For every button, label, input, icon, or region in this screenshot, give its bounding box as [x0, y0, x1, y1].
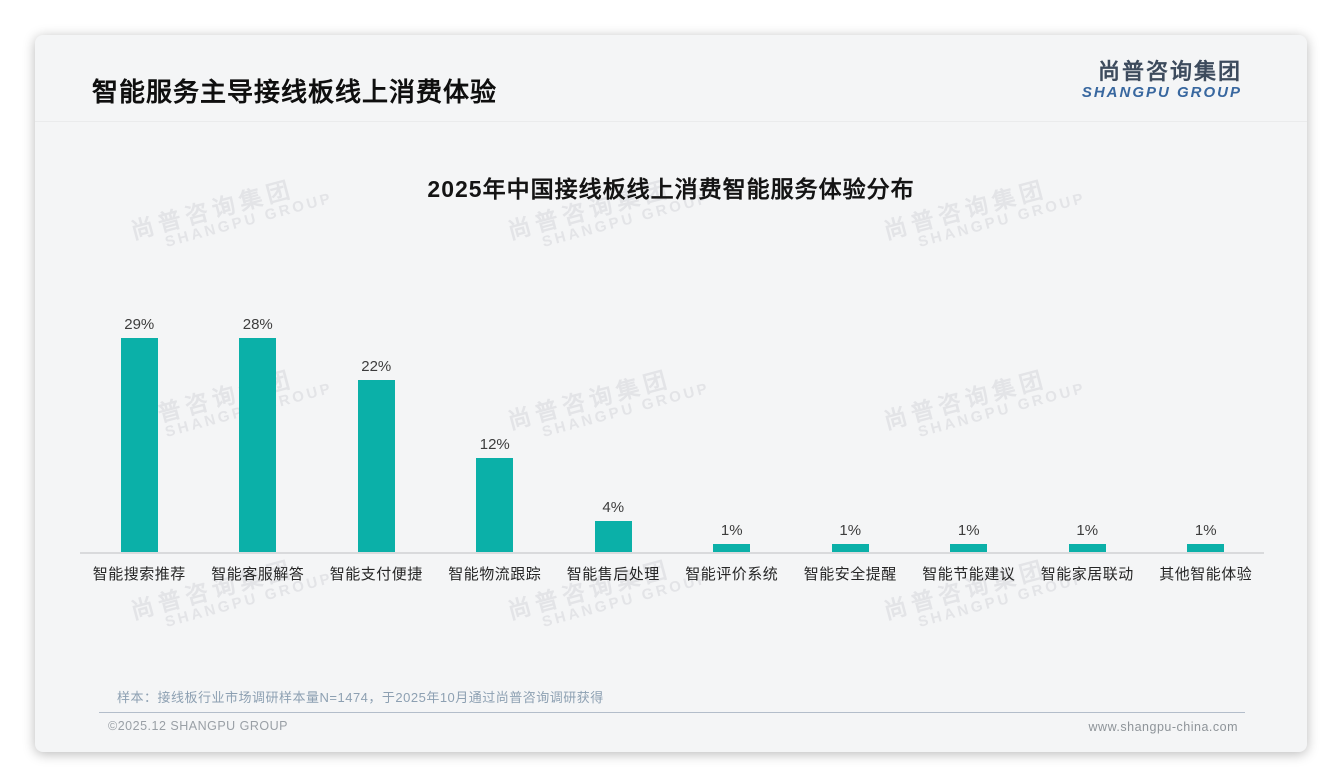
bar-value-label: 1%: [1194, 522, 1217, 539]
bar-value-label: 22%: [361, 358, 392, 375]
bar: [950, 544, 988, 552]
bar: [239, 338, 277, 552]
sample-footnote: 样本：接线板行业市场调研样本量N=1474，于2025年10月通过尚普咨询调研获…: [117, 690, 604, 705]
header-divider: [35, 121, 1307, 122]
x-axis-category-label: 智能支付便捷: [329, 566, 423, 583]
bar-column: 1%: [910, 316, 1029, 552]
x-axis-category-label: 智能安全提醒: [803, 566, 897, 583]
bar-value-label: 1%: [839, 522, 862, 539]
bar: [120, 338, 158, 552]
bar-value-label: 4%: [602, 499, 625, 516]
website-text: www.shangpu-china.com: [1088, 720, 1238, 734]
bar-column: 1%: [1147, 316, 1266, 552]
x-axis-category-label: 智能评价系统: [685, 566, 779, 583]
bar-column: 29%: [80, 316, 199, 552]
logo-text-cn: 尚普咨询集团: [1097, 59, 1242, 84]
x-axis-category-label: 智能家居联动: [1040, 566, 1134, 583]
bar-column: 1%: [1028, 316, 1147, 552]
chart-title: 2025年中国接线板线上消费智能服务体验分布: [427, 176, 915, 202]
bar-value-label: 1%: [720, 522, 743, 539]
bar: [476, 458, 514, 552]
bar-value-label: 12%: [479, 436, 510, 453]
bar-column: 12%: [436, 316, 555, 552]
bar: [594, 521, 632, 552]
x-axis-category-label: 智能物流跟踪: [448, 566, 542, 583]
bar-column: 1%: [791, 316, 910, 552]
x-axis-category-label: 智能节能建议: [922, 566, 1016, 583]
bar-value-label: 1%: [1076, 522, 1099, 539]
report-card: 尚普咨询集团 SHANGPU GROUP 尚普咨询集团 SHANGPU GROUP 尚普…: [35, 35, 1307, 752]
bar-column: 1%: [673, 316, 792, 552]
bar: [831, 544, 869, 552]
x-axis-category-label: 智能售后处理: [566, 566, 660, 583]
bar-value-label: 29%: [124, 316, 155, 333]
shangpu-logo: 尚普咨询集团 SHANGPU GROUP: [1082, 59, 1242, 102]
x-axis-category-label: 其他智能体验: [1159, 566, 1253, 583]
bar-chart-columns: 29% 28% 22% 12% 4% 1% 1% 1% 1% 1%: [80, 316, 1265, 552]
x-axis-labels: 智能搜索推荐 智能客服解答 智能支付便捷 智能物流跟踪 智能售后处理 智能评价系统 智能安全…: [80, 563, 1265, 584]
x-axis-line: [80, 552, 1264, 554]
bar-column: 22%: [317, 316, 436, 552]
bar-column: 28%: [199, 316, 318, 552]
bar-value-label: 28%: [242, 316, 273, 333]
copyright-text: ©2025.12 SHANGPU GROUP: [108, 719, 288, 733]
bar: [1187, 544, 1225, 552]
x-axis-category-label: 智能搜索推荐: [92, 566, 186, 583]
page-title: 智能服务主导接线板线上消费体验: [92, 77, 498, 107]
footer-divider: [99, 712, 1245, 713]
bar-column: 4%: [554, 316, 673, 552]
logo-text-en: SHANGPU GROUP: [1081, 84, 1242, 102]
bar: [1068, 544, 1106, 552]
bar: [357, 380, 395, 552]
x-axis-category-label: 智能客服解答: [211, 566, 305, 583]
bar-value-label: 1%: [957, 522, 980, 539]
bar: [713, 544, 751, 552]
